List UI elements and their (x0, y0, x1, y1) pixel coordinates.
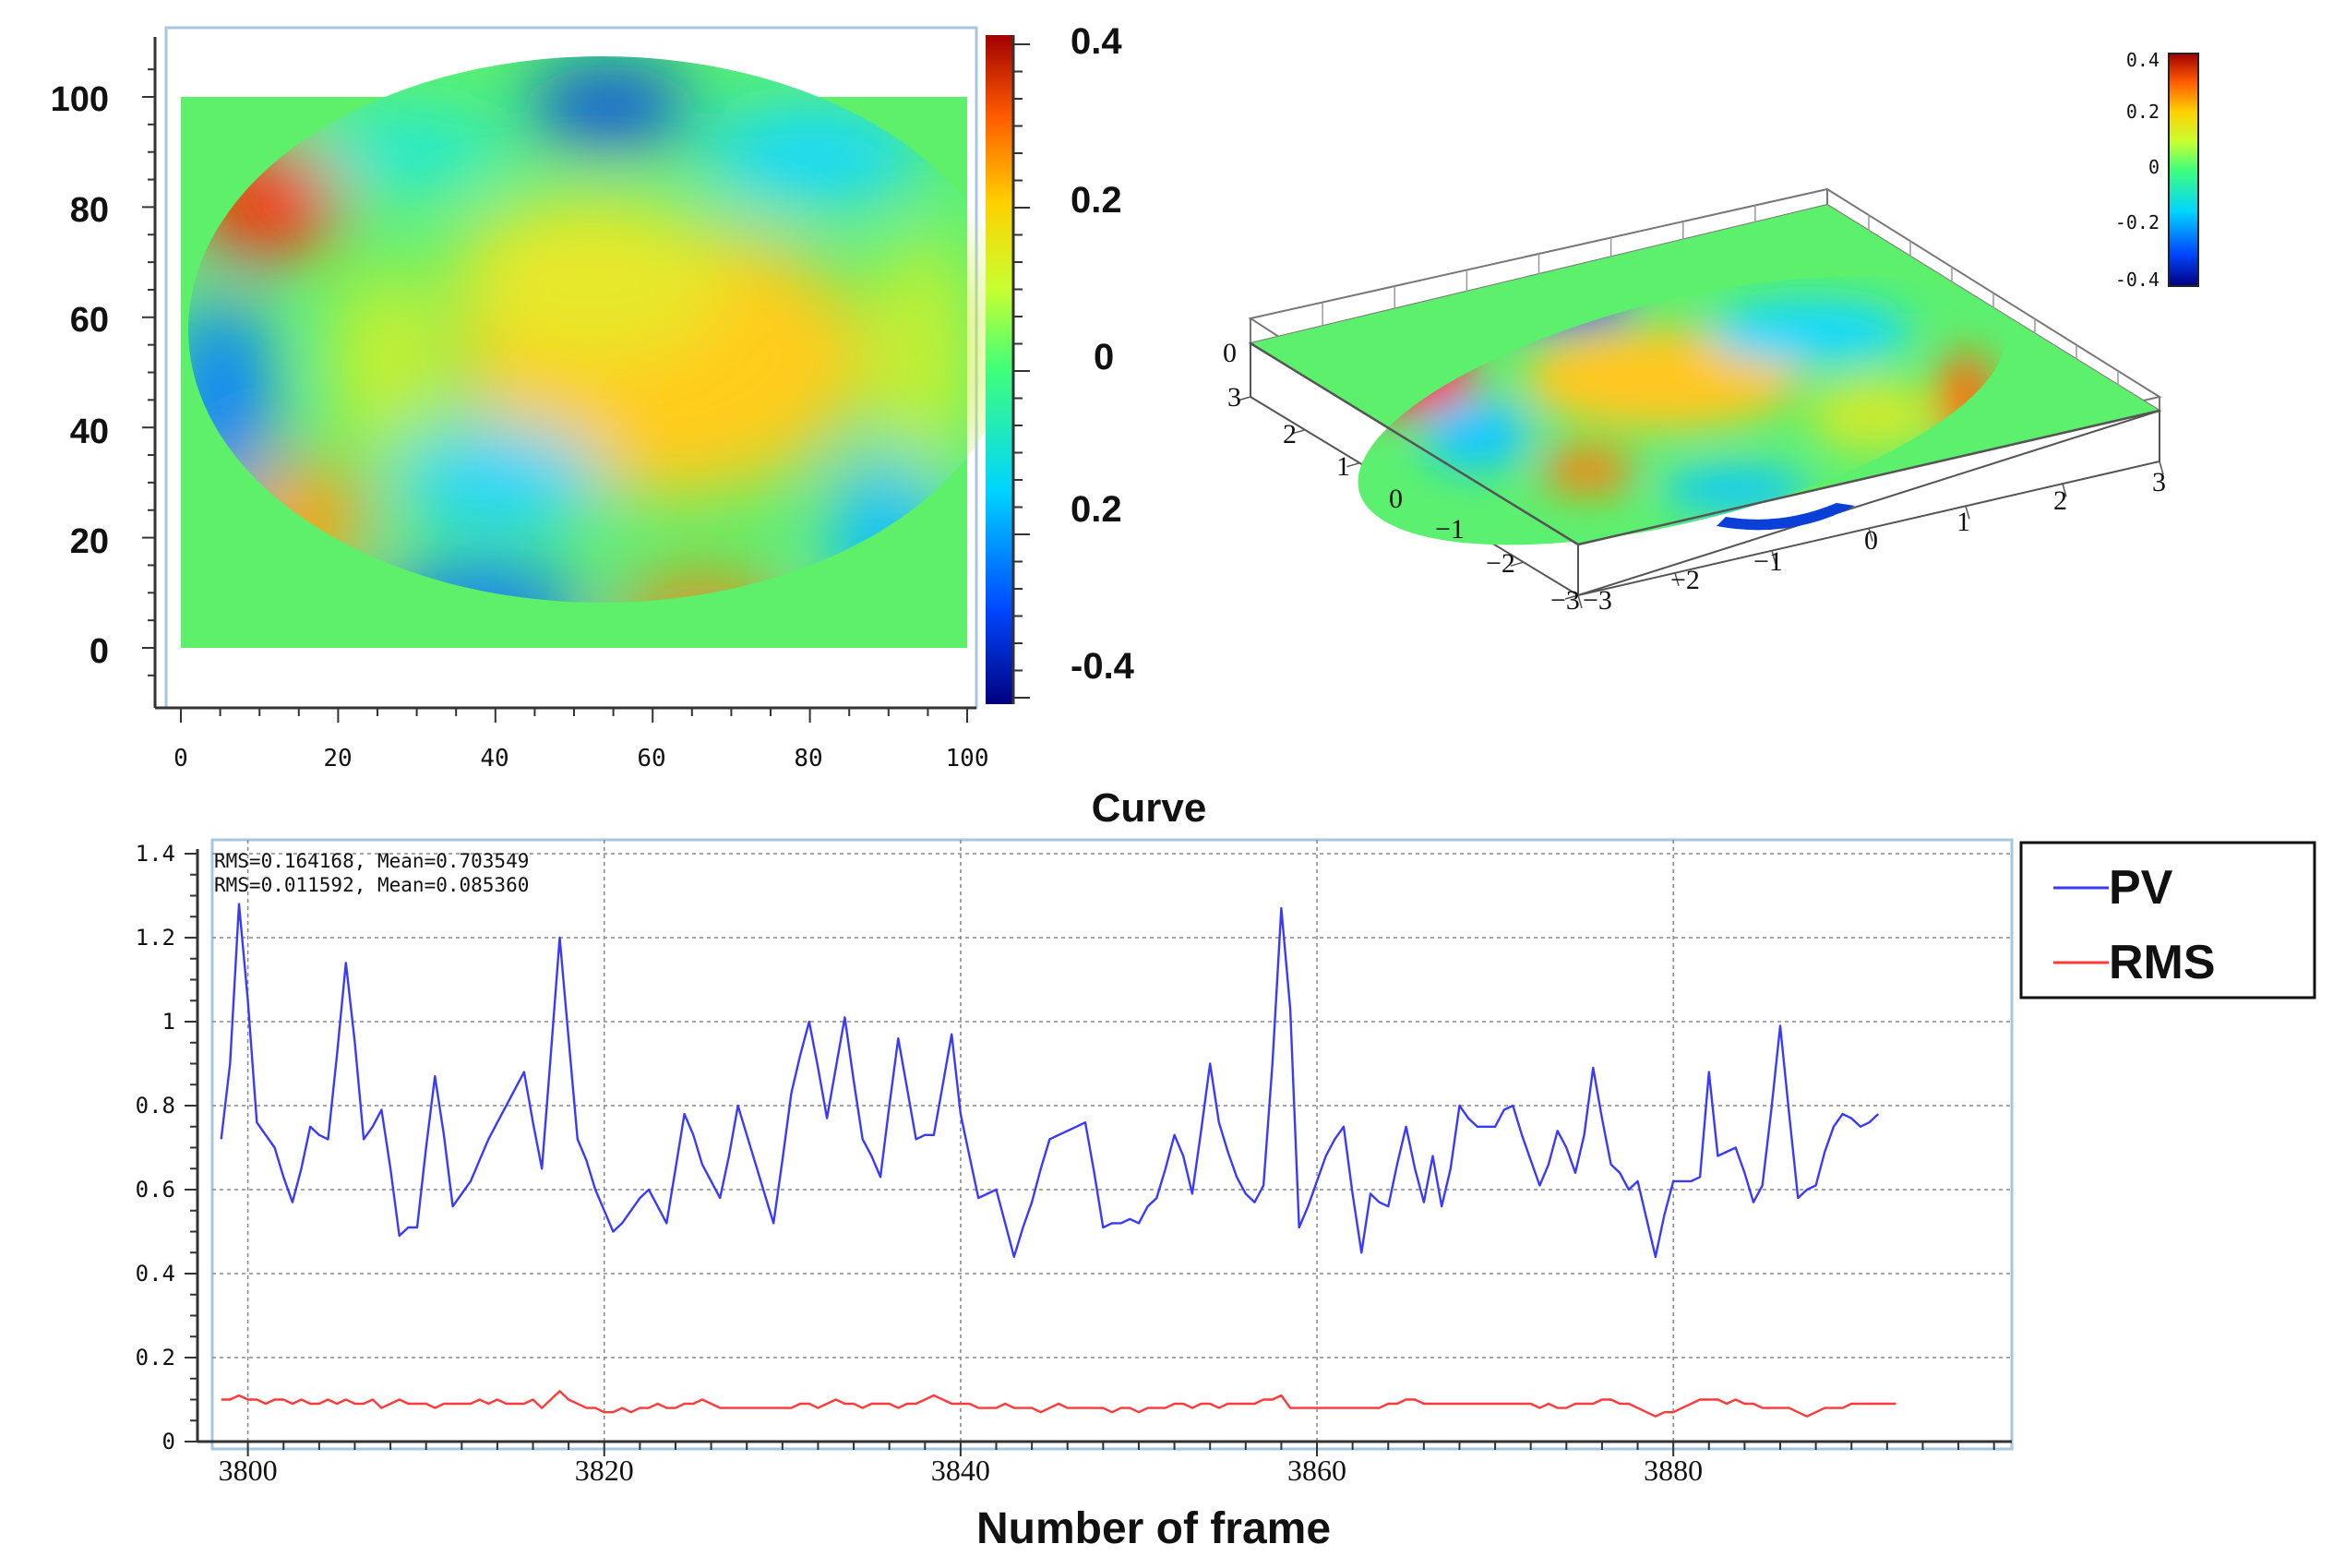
surface-tickmark (1965, 506, 1970, 520)
series-line-rms (221, 1390, 1896, 1418)
surface-tickmark (1868, 528, 1873, 542)
surface-left-tick-1: 2 (1283, 419, 1297, 449)
heat-y-tick-0: 0 (90, 632, 109, 671)
line-y-tick-label: 0.4 (136, 1261, 175, 1287)
surface-tickmark (1510, 561, 1525, 567)
annotation-pv-stats: RMS=0.164168, Mean=0.703549 (214, 850, 529, 872)
heatmap-axes (142, 37, 976, 723)
surface-tickmark (1237, 396, 1251, 401)
heat-x-tick-3: 60 (637, 745, 665, 772)
line-x-tick-label: 3880 (1644, 1454, 1703, 1487)
heat-y-tick-3: 60 (70, 301, 109, 340)
heat-cbar-label-3: 0.2 (1071, 489, 1122, 530)
line-x-tick-label: 3800 (219, 1454, 278, 1487)
line-chart-panel: Curve 0 0.2 0.4 0.6 0.8 1 1.2 1.4 3800 3820 3840 38… (136, 785, 2316, 1553)
surface-bottom-tick-2: −1 (1753, 546, 1783, 577)
x-axis-label: Number of frame (976, 1504, 1331, 1553)
line-chart-title: Curve (1092, 785, 1207, 831)
line-x-tick-label: 3840 (931, 1454, 990, 1487)
heatmap-field (188, 56, 974, 603)
heatmap-colorbar (986, 35, 1013, 704)
surface-bottom-tick-3: 0 (1864, 525, 1878, 556)
surface-cbar-label-3: -0.2 (2115, 211, 2160, 233)
surface-z-tick: 0 (1223, 338, 1237, 368)
heatmap-colorbar-ticks (1013, 43, 1030, 699)
heatmap-panel: 0.4 0.2 0 0.2 -0.4 0 20 40 60 80 100 0 2… (51, 21, 1135, 772)
surface-tickmark (1771, 550, 1777, 564)
heat-cbar-label-1: 0.2 (1071, 180, 1122, 221)
line-x-tick-label: 3820 (575, 1454, 634, 1487)
heat-x-tick-2: 40 (480, 745, 508, 772)
surface-left-tick-5: −2 (1486, 548, 1515, 579)
line-y-tick-label: 0 (162, 1429, 175, 1454)
heat-x-tick-1: 20 (323, 745, 352, 772)
surface-left-tick-2: 1 (1336, 451, 1350, 482)
heat-y-tick-1: 20 (70, 522, 109, 561)
line-y-tick-label: 1.4 (136, 841, 175, 867)
surface-bottom-tick-0: −3 (1583, 585, 1612, 616)
surface-cbar-label-2: 0 (2148, 156, 2160, 178)
line-chart-axes: 0 0.2 0.4 0.6 0.8 1 1.2 1.4 3800 3820 3840 3860 3880 (136, 841, 2012, 1487)
surface-tickmark (1577, 594, 1583, 609)
line-x-tick-label: 3860 (1287, 1454, 1346, 1487)
surface-bottom-tick-5: 2 (2053, 485, 2067, 516)
heat-y-tick-2: 40 (70, 413, 109, 451)
heat-x-tick-0: 0 (173, 745, 188, 772)
surface-tickmark (1291, 429, 1306, 435)
surface-tickmark (1564, 594, 1579, 600)
surface-left-tick-0: 3 (1227, 382, 1241, 413)
surface-tickmark (2159, 461, 2164, 475)
legend-label-pv: PV (2109, 861, 2173, 915)
line-y-tick-label: 0.2 (136, 1345, 175, 1371)
heat-y-tick-4: 80 (70, 191, 109, 230)
surface-colorbar (2168, 53, 2199, 287)
surface-tickmark (2062, 483, 2067, 497)
line-y-tick-label: 1 (162, 1009, 175, 1035)
legend: PV RMS (2019, 841, 2316, 999)
surface-bottom-tick-1: −2 (1670, 565, 1700, 595)
surface-cbar-label-0: 0.4 (2126, 49, 2160, 71)
surface-cbar-label-1: 0.2 (2126, 101, 2160, 123)
surface-tickmark (1346, 461, 1360, 468)
legend-label-rms: RMS (2109, 936, 2216, 989)
surface-cbar-label-4: -0.4 (2115, 269, 2160, 291)
surface-underside (1717, 503, 1855, 531)
line-y-tick-label: 0.6 (136, 1177, 175, 1203)
surface-bottom-tick-4: 1 (1956, 507, 1970, 537)
surface-left-tick-3: 0 (1389, 484, 1403, 514)
heat-cbar-label-0: 0.4 (1071, 21, 1122, 62)
line-y-tick-label: 0.8 (136, 1093, 175, 1119)
annotation-rms-stats: RMS=0.011592, Mean=0.085360 (214, 874, 529, 896)
surface-tickmark (1674, 572, 1680, 587)
legend-box (2019, 841, 2316, 999)
heat-x-tick-4: 80 (794, 745, 822, 772)
surface-left-tick-6: −3 (1550, 585, 1580, 616)
heat-x-tick-5: 100 (946, 745, 989, 772)
surface-bottom-tick-6: 3 (2152, 467, 2166, 497)
surface-panel: 0 3 2 1 0 −1 −2 −3 −3 −2 −1 0 1 2 3 0.4 … (1223, 49, 2199, 616)
heat-cbar-label-2: 0 (1094, 337, 1114, 377)
surface-left-tick-4: −1 (1435, 514, 1465, 545)
line-plot-area (210, 838, 2014, 1451)
series-line-pv (220, 903, 1880, 1259)
line-y-tick-label: 1.2 (136, 925, 175, 951)
line-chart-series (220, 903, 1896, 1418)
heat-y-tick-5: 100 (51, 80, 109, 119)
heat-cbar-label-4: -0.4 (1071, 646, 1135, 687)
